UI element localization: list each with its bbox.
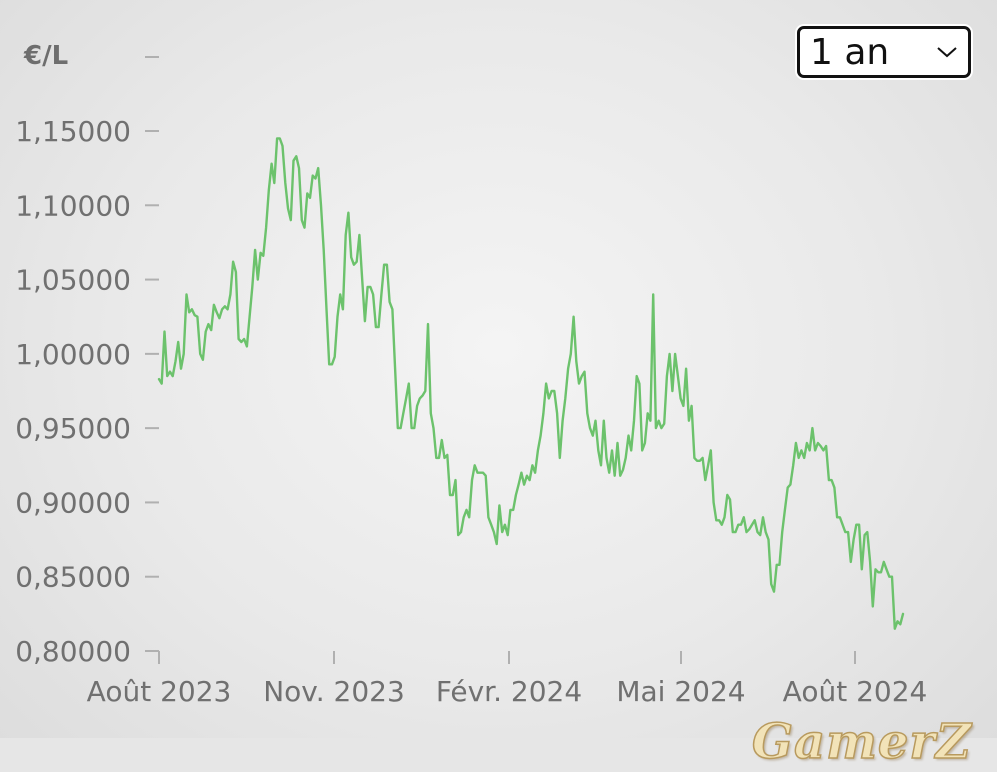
- series-line-price: [157, 137, 905, 630]
- time-range-value: 1 an: [810, 31, 890, 73]
- bottom-strip: [0, 738, 997, 772]
- y-axis-tick-label: 1,00000: [15, 338, 131, 371]
- x-axis-tick-label: Août 2024: [783, 675, 928, 708]
- y-axis: 1,15000 1,10000 1,05000 1,00000 0,95000 0,900…: [15, 115, 159, 668]
- y-axis-tick-label: 0,80000: [15, 635, 131, 668]
- y-axis-tick-label: 0,95000: [15, 412, 131, 445]
- price-chart: €/L 1,15000 1,10000 1,05000 1,00000 0,95000 0…: [15, 41, 928, 708]
- time-range-select[interactable]: 1 an: [797, 26, 971, 78]
- gamerz-watermark: GamerZ: [751, 713, 972, 771]
- x-axis-tick-label: Nov. 2023: [263, 675, 405, 708]
- y-axis-tick-label: 0,90000: [15, 486, 131, 519]
- y-axis-tick-label: 1,05000: [15, 264, 131, 297]
- x-axis: Août 2023 Nov. 2023 Févr. 2024 Mai 2024 Août…: [87, 651, 928, 708]
- y-axis-tick-label: 1,15000: [15, 115, 131, 148]
- x-axis-tick-label: Mai 2024: [616, 675, 745, 708]
- x-axis-tick-label: Août 2023: [87, 675, 232, 708]
- y-axis-tick-label: 0,85000: [15, 561, 131, 594]
- y-axis-unit-label: €/L: [23, 41, 68, 71]
- y-axis-tick-label: 1,10000: [15, 189, 131, 222]
- chevron-down-icon: [937, 47, 957, 58]
- x-axis-tick-label: Févr. 2024: [436, 675, 582, 708]
